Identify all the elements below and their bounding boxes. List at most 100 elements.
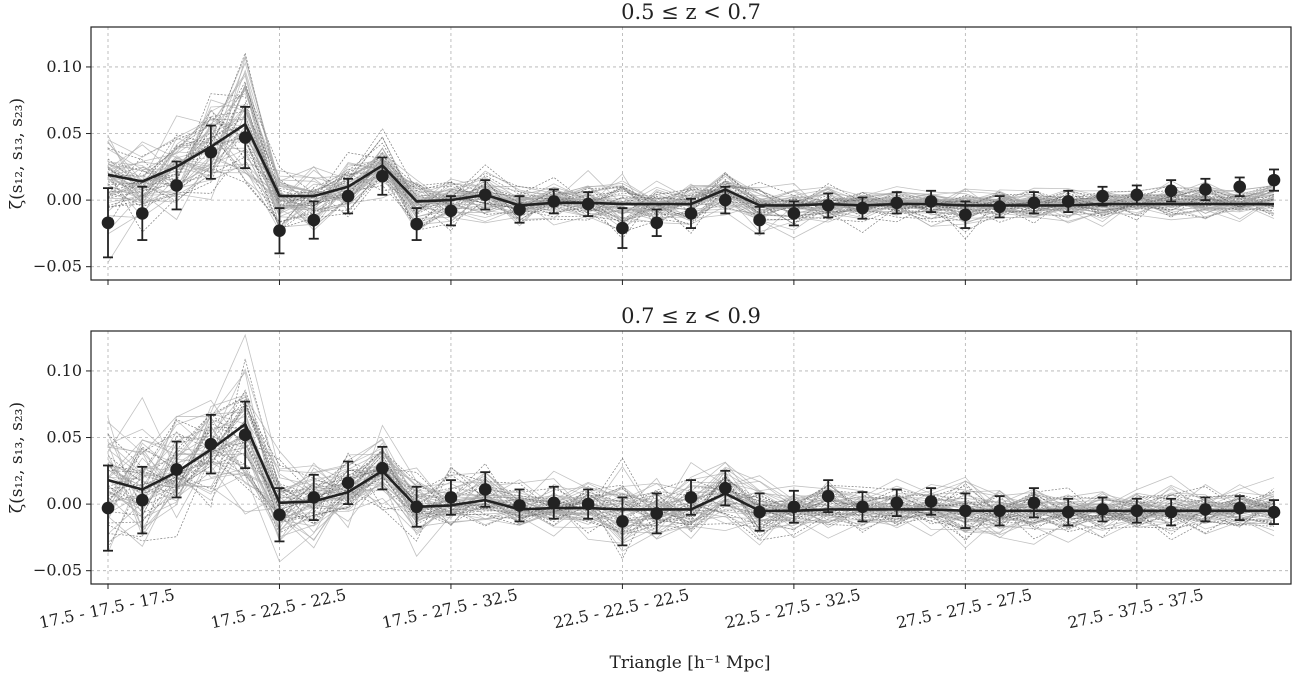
data-points bbox=[101, 400, 1281, 552]
y-tick-label: 0.00 bbox=[46, 190, 82, 209]
data-point bbox=[170, 179, 183, 192]
data-point bbox=[993, 504, 1006, 518]
data-point bbox=[1027, 196, 1041, 210]
data-point bbox=[1096, 503, 1109, 516]
data-point bbox=[410, 217, 423, 231]
y-tick-label: 0.10 bbox=[46, 361, 82, 380]
axes-frame bbox=[90, 26, 1292, 281]
data-point bbox=[993, 200, 1006, 214]
data-point bbox=[1130, 504, 1144, 518]
data-point bbox=[959, 208, 972, 222]
mock-line bbox=[107, 435, 1275, 530]
data-point bbox=[856, 201, 869, 215]
y-tick-label: 0.05 bbox=[46, 428, 82, 447]
data-point bbox=[581, 197, 595, 211]
y-tick-label: −0.05 bbox=[33, 257, 82, 276]
data-point bbox=[101, 501, 115, 515]
x-tick-label: 17.5 - 27.5 - 32.5 bbox=[380, 585, 519, 632]
data-point bbox=[616, 221, 629, 235]
x-tick-label: 22.5 - 22.5 - 22.5 bbox=[552, 585, 691, 632]
data-point bbox=[787, 207, 801, 220]
data-point bbox=[924, 495, 938, 508]
data-point bbox=[376, 461, 389, 475]
data-point bbox=[1199, 503, 1212, 516]
data-point bbox=[890, 496, 904, 510]
data-point bbox=[101, 216, 115, 230]
data-point bbox=[650, 216, 664, 230]
panel-top: −0.05 0.00 0.05 0.10 0.5 ≤ z < 0.7 ζ(s₁₂, s₁₃… bbox=[7, 0, 1292, 285]
data-point bbox=[890, 196, 904, 210]
data-point bbox=[684, 491, 698, 504]
mock-line bbox=[107, 163, 1275, 263]
y-axis-label: ζ(s₁₂, s₁₃, s₂₃) bbox=[7, 402, 27, 513]
data-point bbox=[718, 193, 732, 207]
x-tick-label: 22.5 - 27.5 - 32.5 bbox=[723, 585, 862, 632]
mock-line bbox=[107, 405, 1275, 519]
data-point bbox=[307, 491, 321, 504]
mock-line bbox=[107, 419, 1275, 526]
data-point bbox=[1061, 195, 1075, 208]
panel-title: 0.7 ≤ z < 0.9 bbox=[621, 304, 761, 328]
data-point bbox=[1267, 173, 1281, 187]
data-point bbox=[1267, 505, 1281, 519]
y-tick-label: 0.00 bbox=[46, 494, 82, 513]
data-point bbox=[581, 497, 595, 511]
data-point bbox=[444, 204, 458, 218]
panel-title: 0.5 ≤ z < 0.7 bbox=[621, 0, 761, 24]
y-axis-label: ζ(s₁₂, s₁₃, s₂₃) bbox=[7, 98, 27, 209]
data-point bbox=[787, 500, 801, 514]
mock-line bbox=[107, 416, 1275, 546]
data-point bbox=[650, 507, 664, 520]
data-point bbox=[718, 481, 732, 495]
data-point bbox=[444, 491, 458, 504]
data-point bbox=[135, 493, 149, 507]
mock-line bbox=[107, 453, 1275, 545]
data-point bbox=[1233, 501, 1247, 515]
x-tick-label: 27.5 - 37.5 - 37.5 bbox=[1066, 585, 1205, 632]
mock-line bbox=[107, 136, 1275, 223]
mock-realisations bbox=[107, 333, 1275, 563]
data-point bbox=[273, 508, 286, 522]
x-tick-label: 17.5 - 22.5 - 22.5 bbox=[209, 585, 348, 632]
mock-line bbox=[107, 400, 1275, 542]
mock-line bbox=[107, 413, 1275, 534]
data-point bbox=[1164, 184, 1178, 198]
mock-line bbox=[107, 116, 1275, 234]
data-point bbox=[478, 483, 492, 496]
panel-bottom: −0.05 0.00 0.05 0.10 0.7 ≤ z < 0.9 ζ(s₁₂, s₁₃… bbox=[7, 304, 1292, 589]
x-axis-label: Triangle [h⁻¹ Mpc] bbox=[610, 653, 771, 673]
data-point bbox=[307, 213, 321, 227]
y-tick-label: −0.05 bbox=[33, 561, 82, 580]
data-point bbox=[273, 224, 286, 238]
data-point bbox=[204, 437, 218, 451]
data-point bbox=[238, 131, 252, 144]
x-tick-label: 27.5 - 27.5 - 27.5 bbox=[895, 585, 1034, 632]
data-point bbox=[341, 476, 355, 490]
data-point bbox=[204, 145, 218, 159]
y-tick-label: 0.05 bbox=[46, 124, 82, 143]
mock-line bbox=[107, 122, 1275, 221]
data-point bbox=[170, 463, 183, 476]
data-point bbox=[959, 504, 972, 518]
data-point bbox=[856, 500, 869, 514]
data-point bbox=[1027, 496, 1041, 510]
data-point bbox=[821, 489, 835, 503]
data-point bbox=[547, 195, 561, 208]
data-points bbox=[101, 105, 1281, 259]
data-point bbox=[684, 207, 698, 220]
data-point bbox=[410, 500, 423, 514]
data-point bbox=[753, 213, 766, 227]
data-point bbox=[1199, 183, 1212, 196]
data-point bbox=[513, 203, 526, 216]
data-point bbox=[1164, 505, 1178, 519]
data-point bbox=[135, 207, 149, 220]
x-tick-label: 17.5 - 17.5 - 17.5 bbox=[37, 585, 176, 632]
data-point bbox=[753, 505, 766, 519]
data-point bbox=[478, 188, 492, 202]
data-point bbox=[238, 428, 252, 442]
mock-line bbox=[107, 426, 1275, 533]
data-point bbox=[341, 189, 355, 203]
data-point bbox=[1096, 189, 1109, 203]
data-point bbox=[547, 496, 561, 510]
